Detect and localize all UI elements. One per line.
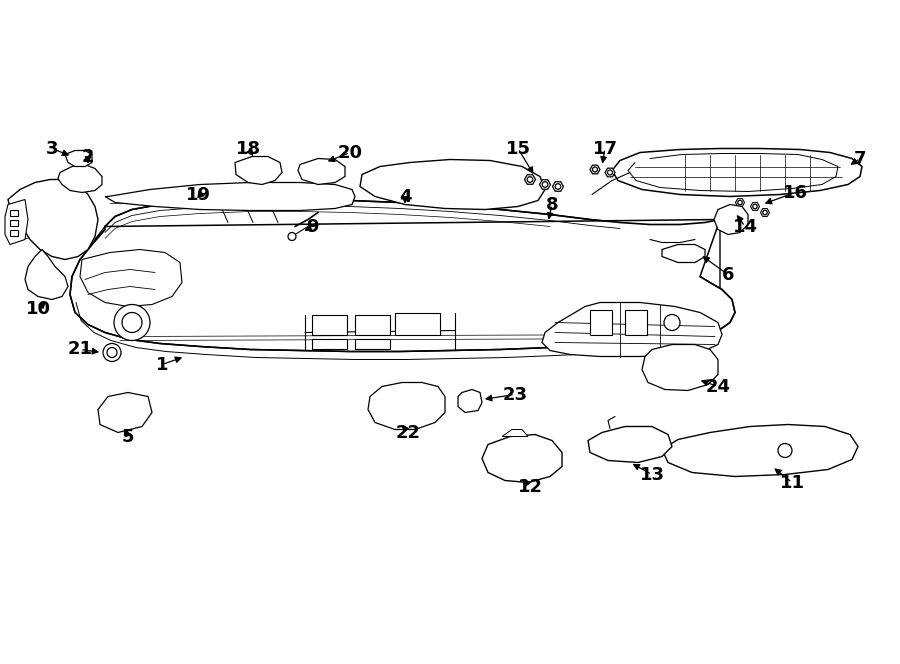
Text: 21: 21 <box>68 341 93 359</box>
Polygon shape <box>714 205 748 234</box>
Polygon shape <box>368 382 445 430</box>
Circle shape <box>664 315 680 331</box>
Text: 10: 10 <box>25 301 50 319</box>
Polygon shape <box>542 303 722 357</box>
Polygon shape <box>760 208 770 216</box>
Polygon shape <box>590 165 600 174</box>
Polygon shape <box>735 199 744 207</box>
Polygon shape <box>751 203 760 210</box>
Circle shape <box>738 201 742 205</box>
Polygon shape <box>58 165 102 193</box>
Circle shape <box>103 343 121 361</box>
Circle shape <box>555 184 561 189</box>
Polygon shape <box>588 426 672 463</box>
Polygon shape <box>5 199 28 244</box>
Polygon shape <box>502 430 528 436</box>
Circle shape <box>288 232 296 240</box>
Text: 19: 19 <box>185 185 211 203</box>
Text: 8: 8 <box>545 195 558 214</box>
Polygon shape <box>70 220 735 351</box>
Polygon shape <box>105 183 355 210</box>
Bar <box>625 309 647 335</box>
Bar <box>312 315 347 335</box>
Text: 6: 6 <box>722 266 734 284</box>
Circle shape <box>752 205 757 208</box>
Bar <box>10 230 18 236</box>
Polygon shape <box>360 159 545 210</box>
Polygon shape <box>553 182 563 191</box>
Polygon shape <box>85 199 720 329</box>
Polygon shape <box>612 149 862 197</box>
Circle shape <box>542 182 548 187</box>
Bar <box>395 313 440 335</box>
Polygon shape <box>662 424 858 477</box>
Text: 20: 20 <box>338 143 363 161</box>
Text: 15: 15 <box>506 139 530 157</box>
Text: 23: 23 <box>502 386 527 404</box>
Text: 18: 18 <box>236 139 261 157</box>
Text: 4: 4 <box>399 187 411 205</box>
Text: 2: 2 <box>82 147 94 165</box>
Polygon shape <box>525 175 535 185</box>
Bar <box>312 339 347 349</box>
Bar <box>355 339 390 349</box>
Text: 22: 22 <box>395 424 420 442</box>
Polygon shape <box>65 151 92 167</box>
Circle shape <box>778 444 792 457</box>
Text: 16: 16 <box>782 183 807 201</box>
Text: 24: 24 <box>706 378 731 396</box>
Text: 17: 17 <box>592 139 617 157</box>
Circle shape <box>763 210 767 214</box>
Polygon shape <box>642 345 718 390</box>
Text: 9: 9 <box>306 218 319 236</box>
Polygon shape <box>662 244 705 262</box>
Polygon shape <box>482 434 562 483</box>
Text: 11: 11 <box>779 473 805 491</box>
Text: 14: 14 <box>733 218 758 236</box>
Polygon shape <box>539 180 551 189</box>
Polygon shape <box>98 392 152 432</box>
Polygon shape <box>458 390 482 412</box>
Text: 5: 5 <box>122 428 134 446</box>
Bar <box>590 309 612 335</box>
Text: 12: 12 <box>518 477 543 495</box>
Circle shape <box>122 313 142 333</box>
Text: 13: 13 <box>640 465 664 483</box>
Polygon shape <box>80 250 182 307</box>
Text: 3: 3 <box>46 139 58 157</box>
Text: 7: 7 <box>854 149 866 167</box>
Bar <box>10 220 18 226</box>
Polygon shape <box>25 250 68 299</box>
Polygon shape <box>8 179 98 260</box>
Text: 1: 1 <box>156 355 168 373</box>
Polygon shape <box>298 159 345 185</box>
Circle shape <box>608 170 613 175</box>
Bar <box>10 210 18 216</box>
Polygon shape <box>605 168 615 177</box>
Circle shape <box>114 305 150 341</box>
Polygon shape <box>235 157 282 185</box>
Bar <box>355 315 390 335</box>
Circle shape <box>592 167 598 172</box>
Circle shape <box>107 347 117 357</box>
Circle shape <box>527 177 533 183</box>
